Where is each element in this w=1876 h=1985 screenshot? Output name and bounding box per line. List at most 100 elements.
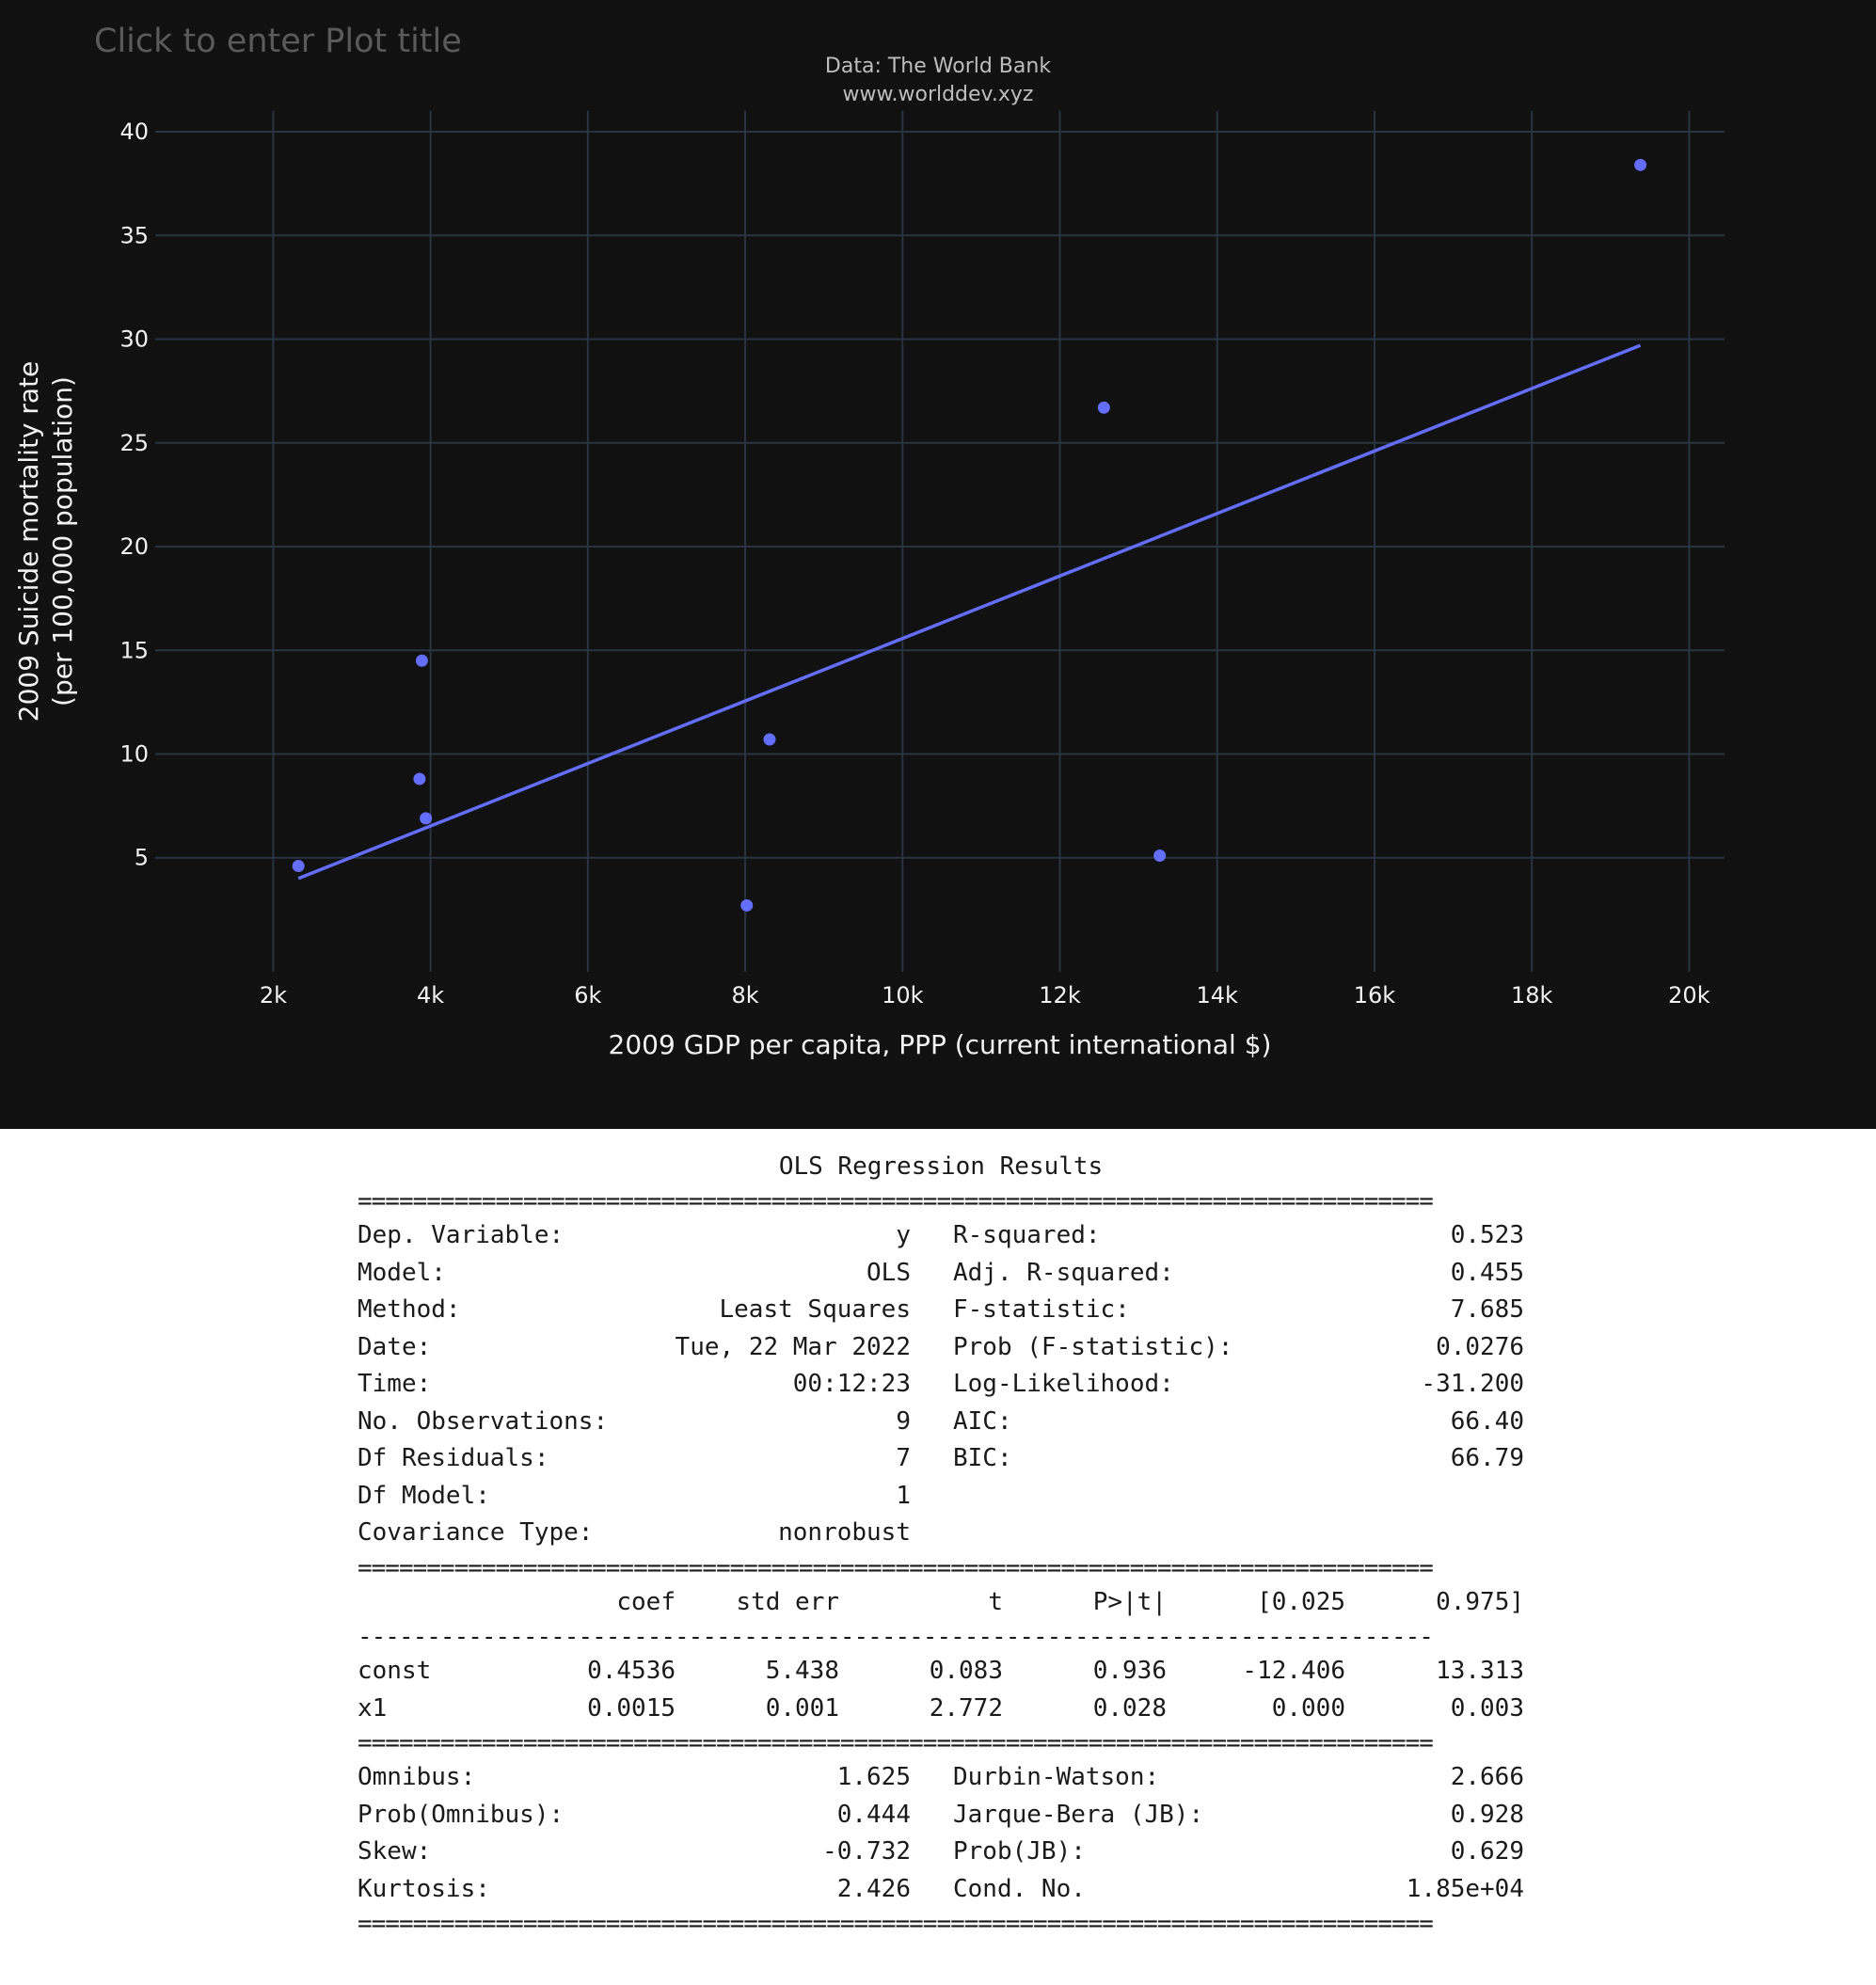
plot-title-placeholder[interactable]: Click to enter Plot title	[94, 23, 462, 60]
data-point	[763, 733, 776, 746]
coef-value: 0.083	[929, 1657, 1003, 1685]
stat-label: Method:	[358, 1295, 461, 1324]
coef-row-const: const 0.4536 5.438 0.083 0.936 -12.406 13.313	[358, 1653, 1524, 1691]
x-tick-label: 10k	[882, 982, 924, 1008]
ols-row: Dep. Variable: y R-squared: 0.523	[358, 1217, 1524, 1255]
coef-header-row: coef std err t P>|t| [0.025 0.975]	[358, 1584, 1524, 1622]
ols-summary: OLS Regression Results =================…	[358, 1148, 1524, 1940]
data-point	[1153, 850, 1167, 863]
stat-label: Prob(Omnibus):	[358, 1800, 564, 1829]
stat-value: 1	[896, 1481, 911, 1510]
stat-label: F-statistic:	[953, 1295, 1130, 1324]
column-header: std err	[736, 1587, 839, 1616]
coef-name: const	[358, 1657, 432, 1685]
coef-value: 0.003	[1450, 1693, 1524, 1723]
coef-value: 0.936	[1092, 1657, 1167, 1685]
stat-value: 2.426	[836, 1874, 911, 1903]
data-point	[1634, 158, 1647, 171]
coef-value: 0.000	[1271, 1693, 1345, 1723]
y-axis-title-line2: (per 100,000 population)	[47, 376, 78, 707]
stat-value: y	[896, 1221, 911, 1249]
stat-value: Tue, 22 Mar 2022	[675, 1332, 911, 1361]
column-header: t	[988, 1587, 1003, 1616]
ols-row: Covariance Type: nonrobust	[358, 1515, 1524, 1552]
stat-label: Model:	[358, 1258, 446, 1287]
x-tick-label: 12k	[1039, 982, 1081, 1008]
stat-value: 0.523	[1450, 1221, 1524, 1249]
ols-title: OLS Regression Results	[778, 1152, 1104, 1181]
double-rule: ========================================…	[358, 1910, 1434, 1938]
ols-row: Model: OLS Adj. R-squared: 0.455	[358, 1255, 1524, 1293]
y-axis-title: 2009 Suicide mortality rate (per 100,000 …	[13, 361, 78, 722]
x-tick-label: 6k	[574, 982, 601, 1008]
data-point	[413, 772, 426, 786]
y-tick-label: 15	[119, 637, 149, 663]
data-source-url: www.worlddev.xyz	[842, 83, 1034, 106]
stat-value: 0.444	[836, 1800, 911, 1829]
stat-value: 7.685	[1450, 1295, 1524, 1324]
stat-label: Skew:	[358, 1837, 432, 1866]
ols-row: No. Observations: 9 AIC: 66.40	[358, 1404, 1524, 1441]
coef-value: 0.0015	[587, 1693, 676, 1723]
stat-label: Dep. Variable:	[358, 1221, 564, 1249]
x-tick-label: 8k	[731, 982, 758, 1008]
y-tick-label: 35	[119, 222, 149, 248]
y-tick-label: 30	[119, 326, 149, 353]
coef-value: 13.313	[1436, 1657, 1524, 1685]
stat-value: 1.625	[836, 1763, 911, 1791]
x-tick-label: 14k	[1197, 982, 1239, 1008]
plot-panel: 2k 4k 6k 8k 10k 12k 14k 16k 18k 20k 5 10 15 20 25 30 35 4…	[0, 0, 1876, 1129]
data-source-label: Data: The World Bank	[824, 55, 1052, 78]
stat-value: 7	[896, 1444, 911, 1472]
y-tick-label: 20	[119, 533, 149, 560]
coef-value: 0.028	[1092, 1693, 1167, 1723]
y-axis-title-line1: 2009 Suicide mortality rate	[13, 361, 44, 722]
stat-label: Durbin-Watson:	[953, 1763, 1160, 1791]
coef-row-x1: x1 0.0015 0.001 2.772 0.028 0.000 0.003	[358, 1691, 1524, 1728]
stat-value: nonrobust	[778, 1518, 911, 1547]
stat-value: 66.79	[1450, 1444, 1524, 1472]
double-rule: ========================================…	[358, 1729, 1434, 1757]
stat-label: Jarque-Bera (JB):	[953, 1800, 1204, 1829]
x-tick-label: 2k	[260, 982, 287, 1008]
stat-label: AIC:	[953, 1406, 1012, 1436]
column-header: 0.975]	[1436, 1587, 1524, 1616]
column-header: coef	[616, 1587, 676, 1616]
column-header: P>|t|	[1092, 1587, 1167, 1616]
double-rule: ========================================…	[358, 1187, 1434, 1215]
x-tick-label: 20k	[1668, 982, 1710, 1008]
data-point	[415, 654, 428, 667]
scatter-chart: 2k 4k 6k 8k 10k 12k 14k 16k 18k 20k 5 10 15 20 25 30 35 4…	[13, 111, 1725, 1060]
ols-row: Prob(Omnibus): 0.444 Jarque-Bera (JB): 0.92…	[358, 1797, 1524, 1834]
data-point	[740, 898, 754, 912]
y-tick-label: 40	[119, 119, 149, 145]
ols-row: Skew: -0.732 Prob(JB): 0.629	[358, 1834, 1524, 1871]
stat-value: 0.0276	[1436, 1332, 1524, 1361]
x-tick-label: 16k	[1354, 982, 1396, 1008]
stat-label: Omnibus:	[358, 1763, 476, 1791]
coef-value: 2.772	[929, 1693, 1003, 1723]
y-tick-label: 10	[119, 740, 149, 767]
stat-label: Df Model:	[358, 1481, 490, 1510]
x-tick-label: 4k	[417, 982, 444, 1008]
ols-row: Kurtosis: 2.426 Cond. No. 1.85e+04	[358, 1871, 1524, 1909]
stat-value: 9	[896, 1406, 911, 1436]
single-rule: ----------------------------------------…	[358, 1623, 1434, 1651]
stat-value: -31.200	[1421, 1370, 1524, 1398]
stat-label: Prob (F-statistic):	[953, 1332, 1233, 1361]
stat-label: Covariance Type:	[358, 1518, 594, 1547]
ols-row: Omnibus: 1.625 Durbin-Watson: 2.666	[358, 1759, 1524, 1797]
stat-label: No. Observations:	[358, 1406, 609, 1436]
stat-value: 0.629	[1450, 1837, 1524, 1866]
regression-line	[297, 343, 1642, 881]
stat-label: Log-Likelihood:	[953, 1370, 1174, 1398]
stat-value: 66.40	[1450, 1406, 1524, 1436]
coef-name: x1	[358, 1693, 388, 1723]
stat-label: Adj. R-squared:	[953, 1258, 1174, 1287]
coef-value: -12.406	[1242, 1657, 1345, 1685]
stat-value: 2.666	[1450, 1763, 1524, 1791]
double-rule: ========================================…	[358, 1553, 1434, 1582]
data-point	[292, 860, 305, 873]
coef-value: 5.438	[765, 1657, 839, 1685]
stat-label: Kurtosis:	[358, 1874, 490, 1903]
